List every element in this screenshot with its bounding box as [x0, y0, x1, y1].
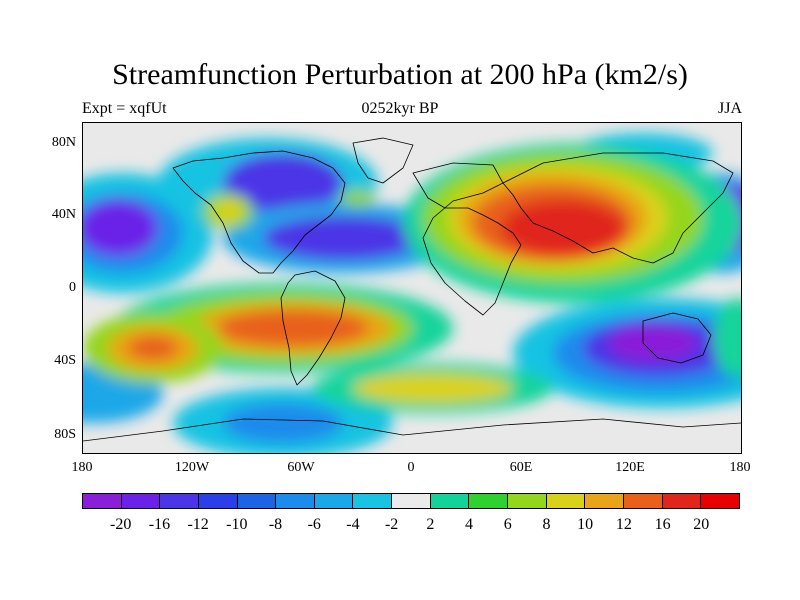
- colorbar-swatch: [276, 494, 315, 508]
- negative-field: [263, 216, 423, 260]
- europe-africa-coast: [412, 162, 522, 316]
- antarctica-coast: [83, 418, 741, 442]
- positive-field: [218, 310, 368, 346]
- colorbar-swatch: [701, 494, 739, 508]
- colorbar-swatch: [585, 494, 624, 508]
- south-america-coast: [280, 270, 346, 386]
- colorbar-swatch: [430, 494, 470, 508]
- greenland-coast: [352, 137, 414, 184]
- positive-field: [353, 373, 513, 403]
- positive-field: [128, 336, 178, 360]
- lon-tick-60e: 60E: [509, 460, 533, 475]
- lon-tick-180w: 180: [71, 460, 93, 475]
- positive-field: [501, 200, 625, 256]
- colorbar-swatch: [662, 494, 702, 508]
- australia-coast: [642, 312, 712, 364]
- asia-coast: [502, 152, 734, 264]
- colorbar-labels: -20 -16 -12 -10 -8 -6 -4 -2 2 4 6 8 10 12 16 20: [82, 516, 740, 536]
- colorbar: [82, 493, 740, 509]
- lat-tick-40n: 40N: [51, 207, 76, 222]
- colorbar-label: -20: [110, 516, 132, 533]
- colorbar-label: 12: [615, 516, 632, 533]
- time-label: 0252kyr BP: [361, 100, 439, 117]
- lat-tick-80s: 80S: [54, 427, 76, 442]
- coastlines: [83, 137, 741, 442]
- colorbar-label: -8: [268, 516, 283, 533]
- lon-tick-60w: 60W: [287, 460, 315, 475]
- colorbar-label: -6: [307, 516, 321, 533]
- colorbar-label: -16: [148, 516, 171, 533]
- colorbar-label: 2: [426, 516, 435, 533]
- colorbar-swatch: [353, 494, 393, 508]
- colorbar-swatch: [83, 494, 122, 508]
- chart-title: Streamfunction Perturbation at 200 hPa (…: [112, 58, 688, 91]
- season-label: JJA: [717, 100, 742, 117]
- colorbar-label: 4: [465, 516, 474, 533]
- streamfunction-map: [83, 133, 741, 453]
- colorbar-label: -2: [384, 516, 399, 533]
- colorbar-swatch: [392, 494, 431, 508]
- colorbar-label: -12: [187, 516, 209, 533]
- negative-field: [223, 403, 343, 443]
- colorbar-swatch: [623, 494, 663, 508]
- colorbar-swatch: [160, 494, 199, 508]
- negative-field: [83, 200, 158, 256]
- lat-tick-80n: 80N: [51, 135, 76, 150]
- colorbar-swatch: [469, 494, 509, 508]
- lon-tick-0: 0: [407, 460, 415, 475]
- experiment-label: Expt = xqfUt: [82, 100, 167, 117]
- colorbar-swatch: [314, 494, 354, 508]
- lon-tick-180e: 180: [729, 460, 751, 475]
- lat-tick-40s: 40S: [54, 353, 76, 368]
- colorbar-swatch: [546, 494, 586, 508]
- colorbar-swatch: [121, 494, 161, 508]
- colorbar-label: 16: [654, 516, 671, 533]
- lon-tick-120e: 120E: [615, 460, 645, 475]
- colorbar-swatch: [508, 494, 547, 508]
- colorbar-label: -4: [346, 516, 360, 533]
- colorbar-label: 10: [577, 516, 594, 533]
- colorbar-label: -10: [226, 516, 248, 533]
- positive-field: [713, 298, 741, 378]
- lon-tick-120w: 120W: [174, 460, 210, 475]
- north-america-coast: [172, 150, 346, 274]
- colorbar-label: 20: [693, 516, 710, 533]
- positive-field: [213, 200, 243, 222]
- map-plot-area: [82, 122, 742, 454]
- lat-tick-eq: 0: [69, 280, 76, 295]
- positive-field: [340, 190, 376, 206]
- colorbar-label: 6: [503, 516, 512, 533]
- colorbar-label: 8: [542, 516, 551, 533]
- colorbar-swatch: [198, 494, 238, 508]
- colorbar-swatch: [237, 494, 277, 508]
- negative-field: [608, 325, 698, 361]
- negative-field: [223, 153, 343, 213]
